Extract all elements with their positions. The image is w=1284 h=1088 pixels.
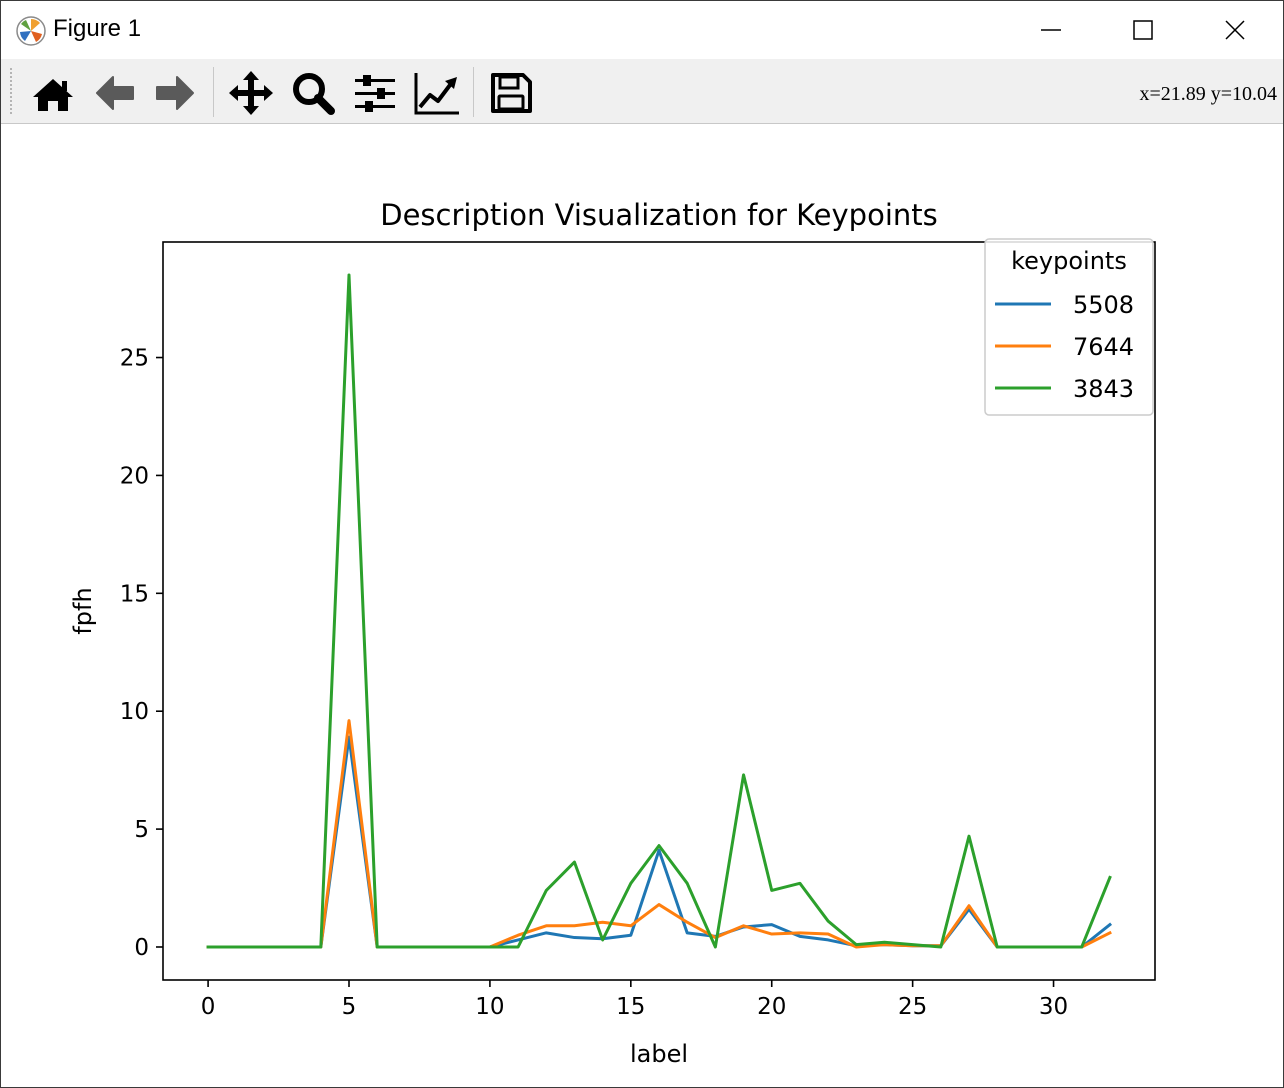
maximize-icon	[1133, 20, 1153, 40]
y-axis-label: fpfh	[69, 587, 97, 634]
y-tick-label: 20	[120, 463, 149, 489]
legend-box	[984, 238, 1154, 416]
chart-title: Description Visualization for Keypoints	[380, 198, 938, 232]
series-line-3843	[206, 273, 1112, 949]
toolbar-separator	[213, 67, 214, 117]
back-button[interactable]	[91, 69, 139, 117]
x-tick-label: 30	[1039, 994, 1068, 1020]
toolbar-separator	[473, 67, 474, 117]
zoom-button[interactable]	[289, 69, 337, 117]
navigation-toolbar: x=21.89 y=10.04	[1, 59, 1283, 124]
sliders-icon	[355, 75, 395, 112]
y-tick-label: 25	[120, 346, 149, 372]
floppy-disk-icon	[491, 73, 532, 113]
x-tick-label: 0	[201, 994, 216, 1020]
legend-title: keypoints	[1011, 247, 1127, 275]
y-tick-label: 5	[134, 817, 149, 843]
x-tick-label: 20	[757, 994, 786, 1020]
window-title: Figure 1	[53, 15, 142, 42]
matplotlib-logo-icon	[15, 15, 47, 47]
x-tick-label: 25	[898, 994, 927, 1020]
y-tick-label: 10	[120, 699, 149, 725]
arrow-right-icon	[156, 76, 194, 110]
x-tick-label: 5	[342, 994, 357, 1020]
home-icon	[33, 79, 73, 111]
title-bar: Figure 1	[1, 1, 1283, 59]
minimize-icon	[1041, 29, 1061, 31]
figure-canvas[interactable]: Description Visualization for Keypoints 0…	[1, 124, 1283, 1087]
x-tick-label: 10	[475, 994, 504, 1020]
cursor-coordinates: x=21.89 y=10.04	[1139, 83, 1277, 105]
legend-label-5508: 5508	[1073, 291, 1134, 319]
y-tick-label: 0	[134, 935, 149, 961]
close-icon	[1225, 20, 1245, 40]
save-button[interactable]	[487, 69, 535, 117]
legend-label-7644: 7644	[1073, 333, 1134, 361]
close-button[interactable]	[1189, 1, 1281, 59]
line-chart-icon	[414, 73, 459, 115]
home-button[interactable]	[29, 69, 77, 117]
minimize-button[interactable]	[1005, 1, 1097, 59]
edit-axis-button[interactable]	[413, 69, 461, 117]
pan-button[interactable]	[227, 69, 275, 117]
y-tick-label: 15	[120, 581, 149, 607]
maximize-button[interactable]	[1097, 1, 1189, 59]
forward-button[interactable]	[151, 69, 199, 117]
move-arrows-icon	[229, 71, 273, 115]
x-tick-label: 15	[616, 994, 645, 1020]
toolbar-grip[interactable]	[9, 67, 13, 115]
arrow-left-icon	[96, 76, 134, 110]
plot-frame	[162, 241, 1156, 981]
series-line-7644	[206, 719, 1112, 949]
configure-subplots-button[interactable]	[351, 69, 399, 117]
chart-svg[interactable]: Description Visualization for Keypoints 0…	[1, 124, 1283, 1087]
x-axis-label: label	[630, 1040, 688, 1068]
legend-label-3843: 3843	[1073, 375, 1134, 403]
magnifier-icon	[293, 73, 335, 115]
